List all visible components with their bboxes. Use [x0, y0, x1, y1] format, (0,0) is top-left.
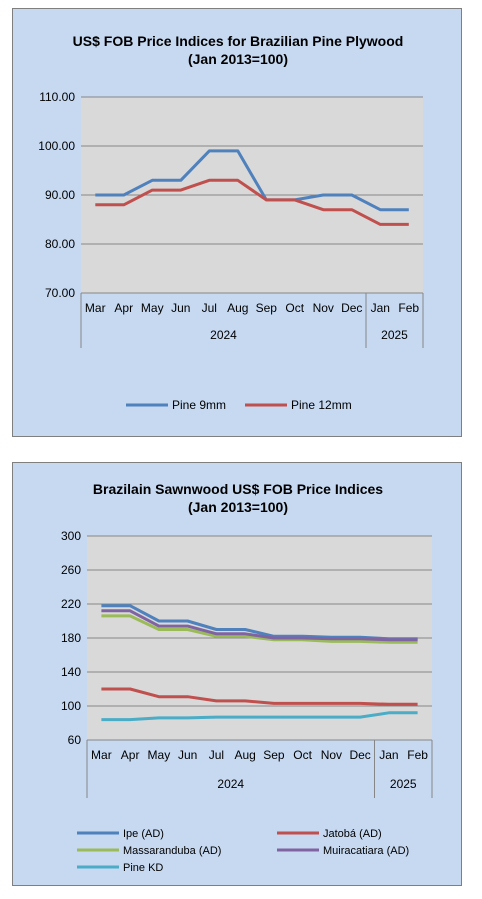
y-tick-label: 300 [61, 529, 81, 543]
x-tick-label: Mar [85, 301, 106, 315]
legend-label: Jatobá (AD) [323, 828, 382, 840]
x-tick-label: Oct [293, 748, 312, 762]
x-tick-label: Jun [178, 748, 197, 762]
series-line [95, 178, 409, 226]
x-tick-label: Jan [371, 301, 390, 315]
series-line [101, 687, 418, 706]
x-group-label: 2024 [210, 328, 237, 342]
y-tick-label: 180 [61, 631, 81, 645]
legend-label: Muiracatiara (AD) [323, 845, 409, 857]
x-group-label: 2025 [390, 777, 417, 791]
chart-title-line1: Brazilain Sawnwood US$ FOB Price Indices [93, 481, 383, 497]
y-tick-label: 100 [61, 699, 81, 713]
x-tick-label: Nov [313, 301, 334, 315]
y-tick-label: 100.00 [38, 139, 75, 153]
chart-panel-sawnwood: Brazilain Sawnwood US$ FOB Price Indices… [12, 462, 462, 886]
x-tick-label: Aug [227, 301, 248, 315]
y-tick-label: 80.00 [45, 237, 75, 251]
series-line [101, 711, 418, 722]
chart-panel-pine-plywood: US$ FOB Price Indices for Brazilian Pine… [12, 8, 462, 437]
x-tick-label: Apr [121, 748, 140, 762]
y-tick-label: 90.00 [45, 188, 75, 202]
chart-title-line2: (Jan 2013=100) [188, 51, 288, 67]
legend-label: Pine 9mm [172, 398, 226, 412]
x-tick-label: Mar [91, 748, 112, 762]
y-tick-label: 70.00 [45, 286, 75, 300]
x-tick-label: Apr [114, 301, 133, 315]
x-tick-label: Feb [407, 748, 428, 762]
x-tick-label: Aug [234, 748, 255, 762]
y-tick-label: 260 [61, 563, 81, 577]
y-tick-label: 110.00 [39, 90, 75, 104]
x-group-label: 2024 [217, 777, 244, 791]
x-group-label: 2025 [381, 328, 408, 342]
x-tick-label: Jul [209, 748, 224, 762]
x-tick-label: Dec [349, 748, 370, 762]
x-tick-label: Nov [321, 748, 342, 762]
x-tick-label: Sep [263, 748, 285, 762]
pine-plywood-chart: US$ FOB Price Indices for Brazilian Pine… [38, 33, 424, 412]
x-tick-label: Oct [285, 301, 304, 315]
x-tick-label: May [148, 748, 171, 762]
y-tick-label: 140 [61, 665, 81, 679]
x-tick-label: May [141, 301, 164, 315]
legend-label: Ipe (AD) [123, 828, 164, 840]
x-tick-label: Sep [256, 301, 278, 315]
legend-label: Pine 12mm [291, 398, 352, 412]
chart-title-line2: (Jan 2013=100) [188, 499, 288, 515]
sawnwood-chart: Brazilain Sawnwood US$ FOB Price Indices… [61, 481, 433, 874]
chart-title-line1: US$ FOB Price Indices for Brazilian Pine… [73, 33, 404, 49]
x-tick-label: Jul [202, 301, 217, 315]
y-tick-label: 220 [61, 597, 81, 611]
x-tick-label: Dec [341, 301, 362, 315]
x-tick-label: Jun [171, 301, 190, 315]
legend-label: Pine KD [123, 862, 163, 874]
y-tick-label: 60 [68, 733, 82, 747]
series-line [95, 149, 409, 212]
x-tick-label: Feb [398, 301, 419, 315]
x-tick-label: Jan [379, 748, 398, 762]
series-line [101, 614, 418, 644]
series-line [101, 609, 418, 642]
legend-label: Massaranduba (AD) [123, 845, 221, 857]
